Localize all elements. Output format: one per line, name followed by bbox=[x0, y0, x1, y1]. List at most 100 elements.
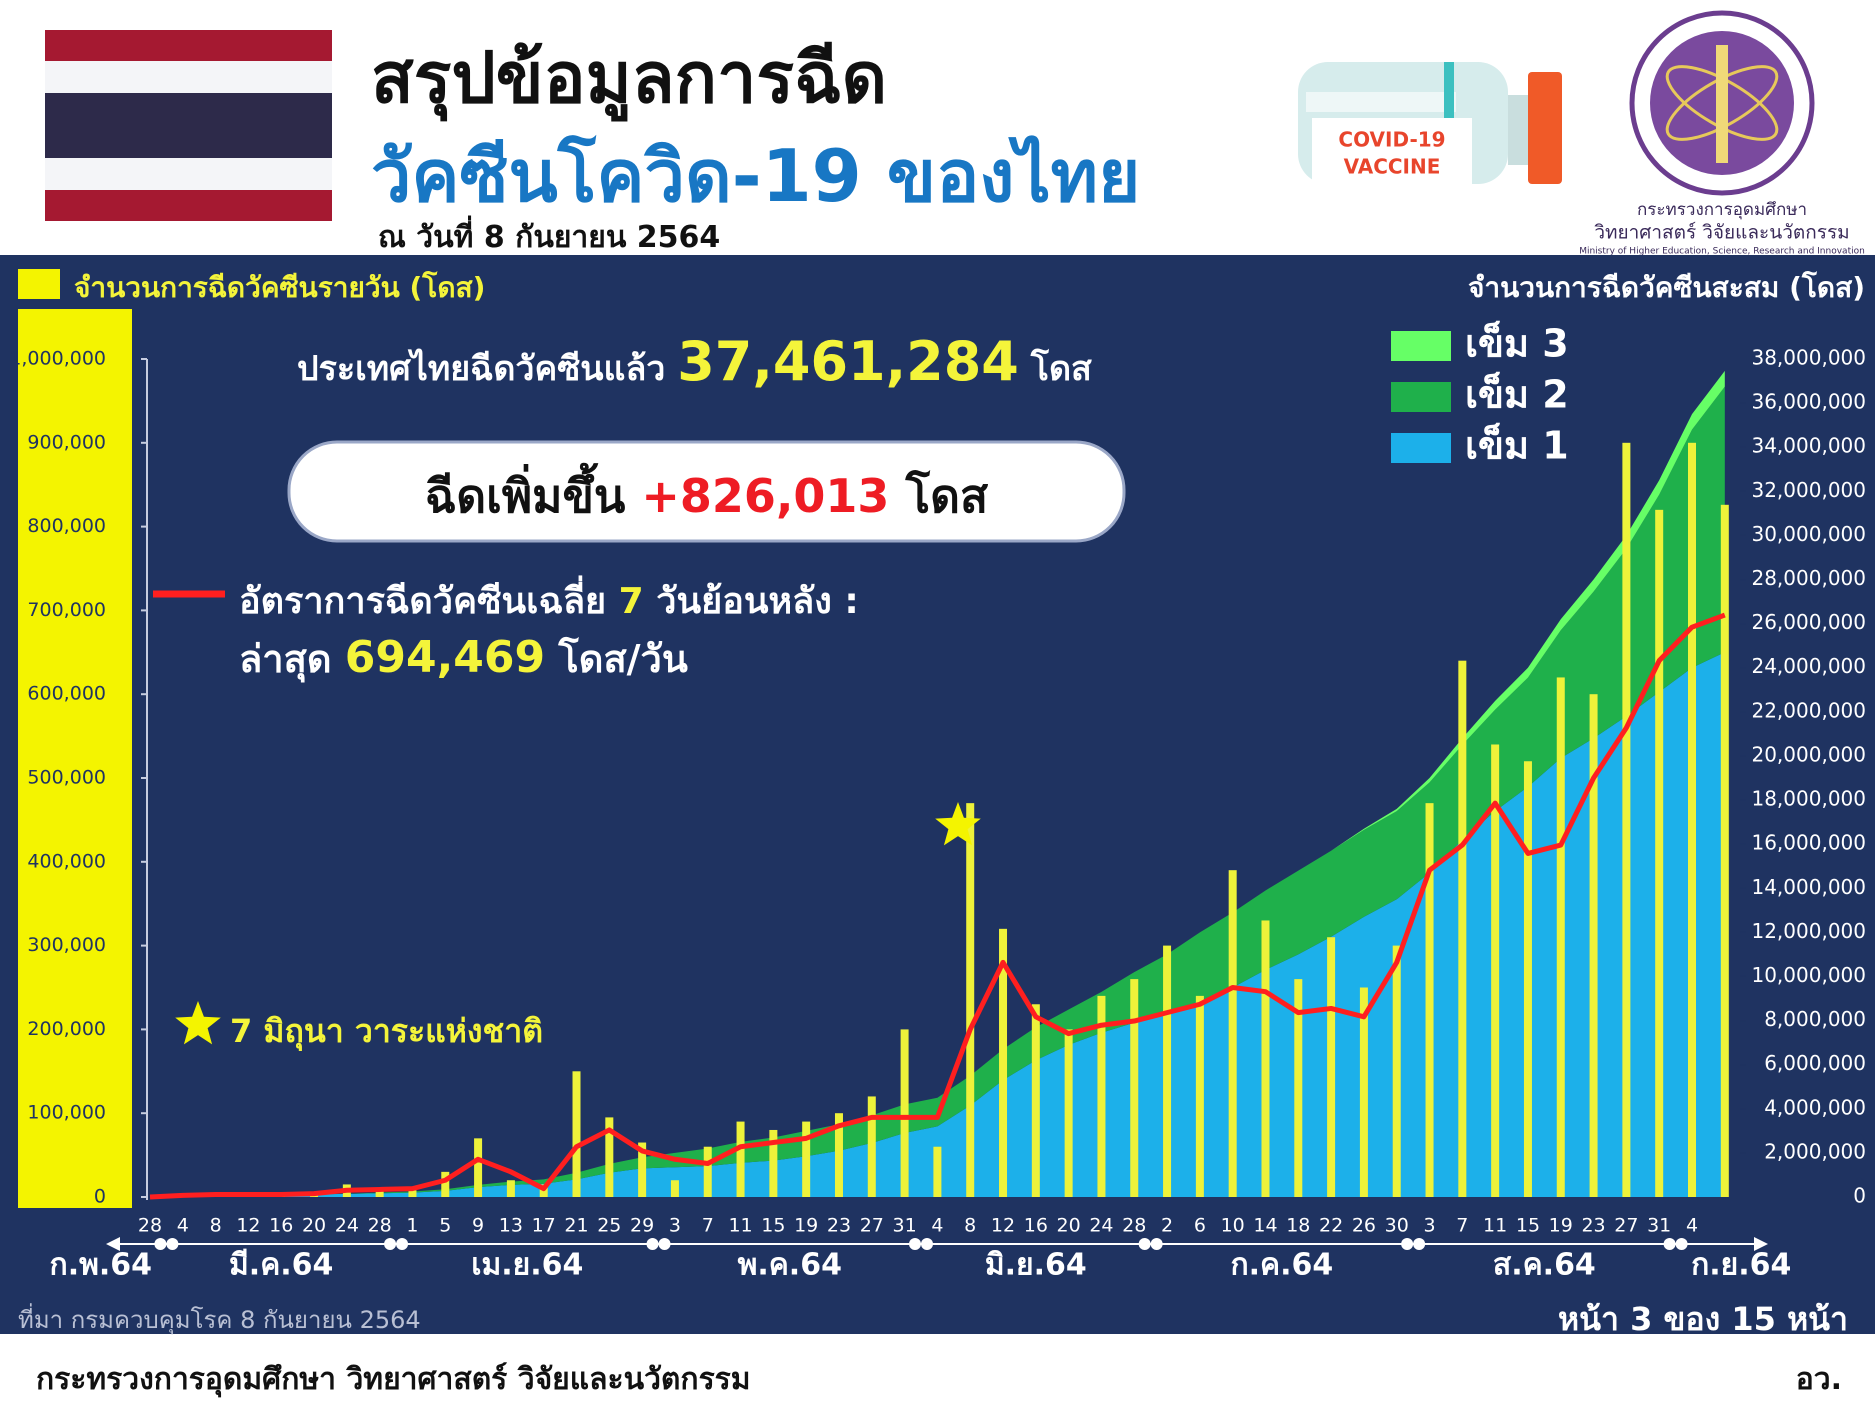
x-tick-label: 8 bbox=[210, 1215, 222, 1237]
daily-bar bbox=[1261, 920, 1270, 1197]
daily-bar bbox=[1097, 995, 1106, 1197]
x-tick-label: 26 bbox=[1352, 1215, 1376, 1237]
daily-bar bbox=[638, 1142, 647, 1197]
daily-bar bbox=[736, 1121, 745, 1197]
logo-orbit bbox=[1665, 65, 1779, 141]
y2-tick-label: 34,000,000 bbox=[1751, 434, 1866, 458]
logo-orbit bbox=[1665, 65, 1779, 141]
x-tick-label: 31 bbox=[1647, 1215, 1671, 1237]
month-divider bbox=[384, 1238, 397, 1250]
vial-cap bbox=[1528, 72, 1562, 184]
y2-tick-label: 22,000,000 bbox=[1751, 698, 1866, 722]
daily-bar bbox=[670, 1180, 679, 1197]
month-label: ก.พ.64 bbox=[50, 1248, 152, 1283]
x-tick-label: 4 bbox=[1686, 1215, 1698, 1237]
daily-bar bbox=[1523, 761, 1532, 1197]
increase-box bbox=[287, 440, 1126, 543]
increase-unit: โดส bbox=[905, 469, 989, 523]
daily-bar bbox=[1163, 945, 1172, 1197]
month-divider bbox=[1138, 1238, 1151, 1250]
daily-bar bbox=[1228, 870, 1237, 1197]
x-tick-label: 1 bbox=[406, 1215, 418, 1237]
y2-tick-label: 24,000,000 bbox=[1751, 654, 1866, 678]
daily-bar bbox=[1589, 694, 1598, 1197]
x-tick-label: 23 bbox=[1581, 1215, 1605, 1237]
x-tick-label: 15 bbox=[1516, 1215, 1540, 1237]
y-tick-label: 700,000 bbox=[27, 599, 106, 621]
x-tick-label: 22 bbox=[1319, 1215, 1343, 1237]
x-tick-label: 23 bbox=[827, 1215, 851, 1237]
month-divider bbox=[1663, 1238, 1676, 1250]
y2-tick-label: 8,000,000 bbox=[1764, 1007, 1866, 1031]
footer-ministry: กระทรวงการอุดมศึกษา วิทยาศาสตร์ วิจัยและ… bbox=[36, 1362, 751, 1397]
y2-tick-label: 28,000,000 bbox=[1751, 566, 1866, 590]
y2-tick-label: 32,000,000 bbox=[1751, 478, 1866, 502]
month-divider bbox=[1675, 1238, 1688, 1250]
y-axis-band bbox=[18, 309, 132, 1208]
legend-label: เข็ม 1 bbox=[1465, 423, 1569, 468]
vial-shine bbox=[1306, 92, 1456, 112]
y2-axis-title: จำนวนการฉีดวัคซีนสะสม (โดส) bbox=[1467, 271, 1865, 304]
x-tick-label: 5 bbox=[439, 1215, 451, 1237]
average-line bbox=[149, 612, 1726, 1200]
daily-bar bbox=[867, 1096, 876, 1197]
y2-tick-label: 14,000,000 bbox=[1751, 875, 1866, 899]
y-tick-label: 100,000 bbox=[27, 1102, 106, 1124]
month-label: มี.ค.64 bbox=[229, 1248, 333, 1283]
daily-bar bbox=[1327, 937, 1336, 1197]
footer-abbr: อว. bbox=[1795, 1362, 1842, 1397]
y2-tick-label: 6,000,000 bbox=[1764, 1051, 1866, 1075]
x-tick-label: 2 bbox=[1161, 1215, 1173, 1237]
daily-bar bbox=[1425, 803, 1434, 1197]
x-tick-label: 10 bbox=[1221, 1215, 1245, 1237]
legend-swatch bbox=[1391, 382, 1451, 412]
y2-tick-label: 4,000,000 bbox=[1764, 1095, 1866, 1119]
month-divider bbox=[1150, 1238, 1163, 1250]
month-divider bbox=[658, 1238, 671, 1250]
x-tick-label: 16 bbox=[1024, 1215, 1048, 1237]
daily-bar bbox=[1688, 442, 1696, 1197]
x-tick-label: 11 bbox=[728, 1215, 752, 1237]
daily-bar bbox=[1720, 504, 1729, 1197]
x-tick-label: 17 bbox=[532, 1215, 556, 1237]
y-tick-label: 800,000 bbox=[27, 515, 106, 537]
timeline-arrow bbox=[106, 1237, 120, 1251]
month-divider bbox=[909, 1238, 921, 1250]
month-divider bbox=[166, 1238, 179, 1250]
daily-bar bbox=[375, 1188, 384, 1197]
x-tick-label: 4 bbox=[177, 1215, 189, 1237]
ministry-name: กระทรวงการอุดมศึกษา bbox=[1637, 200, 1807, 220]
month-divider bbox=[396, 1238, 409, 1250]
y2-tick-label: 12,000,000 bbox=[1751, 919, 1866, 943]
average-legend: อัตราการฉีดวัคซีนเฉลี่ย 7 วันย้อนหลัง : bbox=[239, 572, 859, 629]
annotation-star bbox=[935, 802, 981, 846]
x-tick-label: 15 bbox=[761, 1215, 785, 1237]
y2-tick-label: 30,000,000 bbox=[1751, 522, 1866, 546]
y2-tick-label: 18,000,000 bbox=[1751, 787, 1866, 811]
y-tick-label: 600,000 bbox=[27, 683, 106, 705]
increase-label: ฉีดเพิ่มขึ้น bbox=[424, 469, 626, 523]
x-tick-label: 16 bbox=[269, 1215, 293, 1237]
y2-tick-label: 2,000,000 bbox=[1764, 1139, 1866, 1163]
increase-value: +826,013 bbox=[641, 469, 890, 523]
daily-bar bbox=[1130, 979, 1139, 1197]
daily-bar bbox=[999, 928, 1008, 1197]
thai-flag bbox=[45, 30, 332, 221]
daily-bar bbox=[474, 1138, 483, 1197]
month-divider bbox=[646, 1238, 659, 1250]
x-tick-label: 9 bbox=[472, 1215, 484, 1237]
x-tick-label: 20 bbox=[302, 1215, 326, 1237]
ministry-name: วิทยาศาสตร์ วิจัยและนวัตกรรม bbox=[1594, 222, 1850, 244]
x-tick-label: 27 bbox=[1614, 1215, 1638, 1237]
month-label: ส.ค.64 bbox=[1493, 1248, 1596, 1283]
x-tick-label: 25 bbox=[597, 1215, 621, 1237]
daily-bar bbox=[1458, 660, 1467, 1197]
legend-label: เข็ม 2 bbox=[1465, 372, 1569, 417]
average-latest-unit: โดส/วัน bbox=[558, 637, 688, 681]
legend-swatch bbox=[1391, 331, 1451, 361]
average-days: 7 bbox=[618, 581, 644, 622]
vaccine-graphic: COVID-19 VACCINE bbox=[1298, 62, 1562, 184]
daily-bar bbox=[933, 1146, 942, 1197]
month-label: มิ.ย.64 bbox=[985, 1248, 1087, 1283]
